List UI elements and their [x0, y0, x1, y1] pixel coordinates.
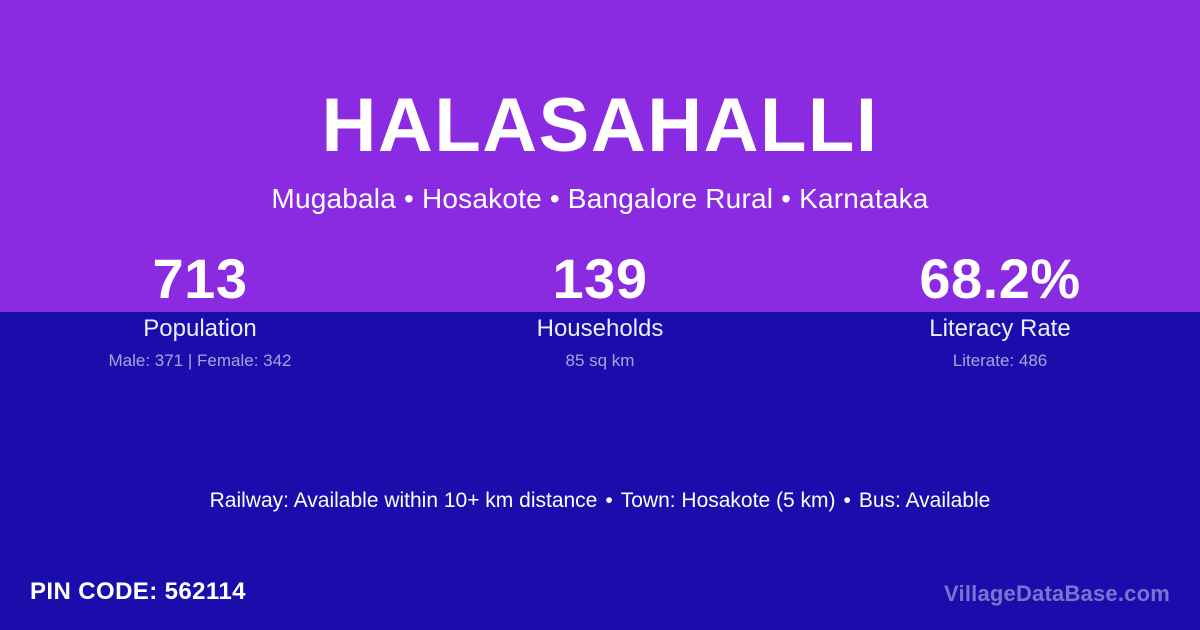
stat-value-population: 713: [152, 247, 248, 310]
amenity-railway: Railway: Available within 10+ km distanc…: [209, 489, 598, 512]
stat-sub-population: Male: 371 | Female: 342: [108, 351, 292, 370]
stat-label-population: Population: [143, 315, 257, 342]
stat-sub-literacy-rate: Literate: 486: [952, 351, 1048, 370]
stat-label-literacy-rate: Literacy Rate: [929, 315, 1071, 342]
amenities-line: Railway: Available within 10+ km distanc…: [0, 487, 1200, 515]
pin-code: PIN CODE: 562114: [30, 578, 246, 605]
stat-population: 713 Population Male: 371 | Female: 342: [0, 246, 400, 372]
stats-row: 713 Population Male: 371 | Female: 342 1…: [0, 246, 1200, 372]
amenity-town: Town: Hosakote (5 km): [620, 489, 836, 512]
stat-value-households: 139: [552, 247, 648, 310]
stat-label-households: Households: [536, 315, 664, 342]
stat-literacy-rate: 68.2% Literacy Rate Literate: 486: [800, 246, 1200, 372]
hero-band: [0, 0, 1200, 312]
amenity-separator-2: •: [843, 489, 851, 512]
stat-households: 139 Households 85 sq km: [400, 246, 800, 372]
amenity-bus: Bus: Available: [858, 489, 991, 512]
breadcrumb: Mugabala • Hosakote • Bangalore Rural • …: [271, 183, 929, 214]
brand-watermark: VillageDataBase.com: [944, 581, 1170, 606]
stat-value-literacy-rate: 68.2%: [919, 247, 1081, 310]
stat-sub-households: 85 sq km: [565, 351, 635, 370]
page-title: HALASAHALLI: [321, 83, 879, 168]
amenity-separator-1: •: [605, 489, 613, 512]
